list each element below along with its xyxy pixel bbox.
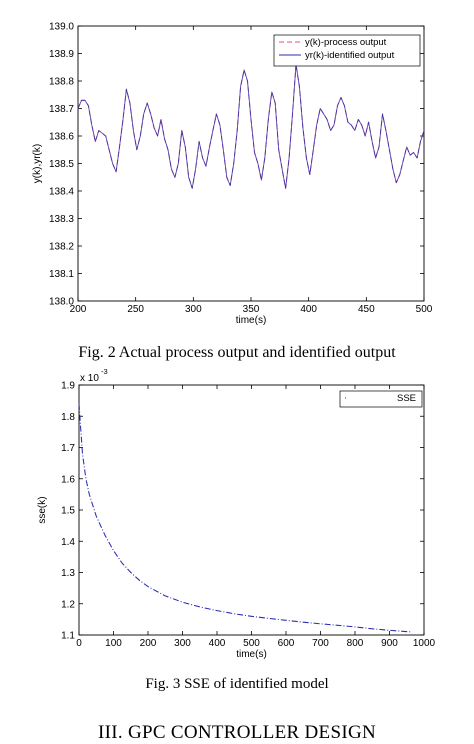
x-tick-label: 350	[243, 304, 260, 315]
y-tick-label: 1.1	[61, 631, 75, 642]
y-tick-label: 1.4	[61, 537, 75, 548]
legend-label: SSE	[397, 393, 416, 404]
section-heading: III. GPC CONTROLLER DESIGN	[97, 722, 376, 743]
figure-3-chart: 0 100 200 300 400 500 600 700 800 900 1000 1.1 1.2 1.…	[37, 367, 436, 660]
x-tick-label: 450	[358, 304, 375, 315]
x-tick-label: 900	[381, 638, 398, 649]
y-tick-label: 138.0	[49, 297, 74, 308]
x-tick-label: 200	[140, 638, 157, 649]
x-tick-label: 200	[70, 304, 87, 315]
x-axis-label: time(s)	[236, 315, 267, 326]
y-tick-label: 138.6	[49, 132, 74, 143]
x-tick-label: 100	[105, 638, 122, 649]
y-tick-label: 1.5	[61, 506, 75, 517]
x-tick-label: 300	[174, 638, 191, 649]
x-tick-label: 0	[76, 638, 82, 649]
x-axis-label: time(s)	[236, 649, 267, 660]
y-axis-label: sse(k)	[37, 496, 48, 523]
scale-factor-exponent: -3	[101, 367, 108, 376]
plot-frame	[78, 384, 425, 636]
series-line-1	[78, 403, 411, 633]
plot-frame	[77, 25, 425, 302]
x-tick-label: 250	[127, 304, 144, 315]
x-tick-label: 1000	[413, 638, 436, 649]
figure-3-caption: Fig. 3 SSE of identified model	[145, 676, 329, 692]
y-tick-label: 138.7	[49, 104, 74, 115]
scale-factor-label: x 10	[80, 373, 99, 384]
y-tick-label: 138.1	[49, 269, 74, 280]
y-axis-label: y(k),yr(k)	[32, 144, 43, 183]
figure-2: 200 250 300 350 400 450 500 138.0 138.1 138.2 138.…	[0, 0, 474, 336]
legend-label: yr(k)-identified output	[305, 50, 395, 61]
x-tick-label: 400	[209, 638, 226, 649]
y-tick-label: 139.0	[49, 22, 74, 33]
x-tick-label: 300	[185, 304, 202, 315]
y-tick-label: 138.4	[49, 187, 74, 198]
x-tick-label: 600	[278, 638, 295, 649]
y-tick-label: 1.8	[61, 412, 75, 423]
x-tick-label: 400	[300, 304, 317, 315]
y-tick-label: 138.2	[49, 242, 74, 253]
y-tick-label: 1.7	[61, 443, 75, 454]
x-tick-label: 500	[243, 638, 260, 649]
y-tick-label: 1.3	[61, 568, 75, 579]
legend-label: y(k)-process output	[305, 37, 387, 48]
legend-box	[339, 390, 423, 408]
y-tick-label: 138.9	[49, 49, 74, 60]
y-tick-label: 1.6	[61, 474, 75, 485]
y-tick-label: 138.8	[49, 77, 74, 88]
figure-2-chart: 200 250 300 350 400 450 500 138.0 138.1 138.2 138.…	[32, 22, 433, 327]
y-tick-label: 138.5	[49, 159, 74, 170]
y-tick-label: 138.3	[49, 214, 74, 225]
x-tick-label: 500	[416, 304, 433, 315]
y-tick-label: 1.9	[61, 381, 75, 392]
x-tick-label: 700	[312, 638, 329, 649]
figure-3: 0 100 200 300 400 500 600 700 800 900 1000 1.1 1.2 1.…	[0, 364, 474, 674]
y-tick-label: 1.2	[61, 599, 75, 610]
series-line-2	[77, 64, 425, 189]
legend-box	[273, 34, 421, 67]
x-tick-label: 800	[347, 638, 364, 649]
figure-2-caption: Fig. 2 Actual process output and identif…	[78, 344, 396, 361]
